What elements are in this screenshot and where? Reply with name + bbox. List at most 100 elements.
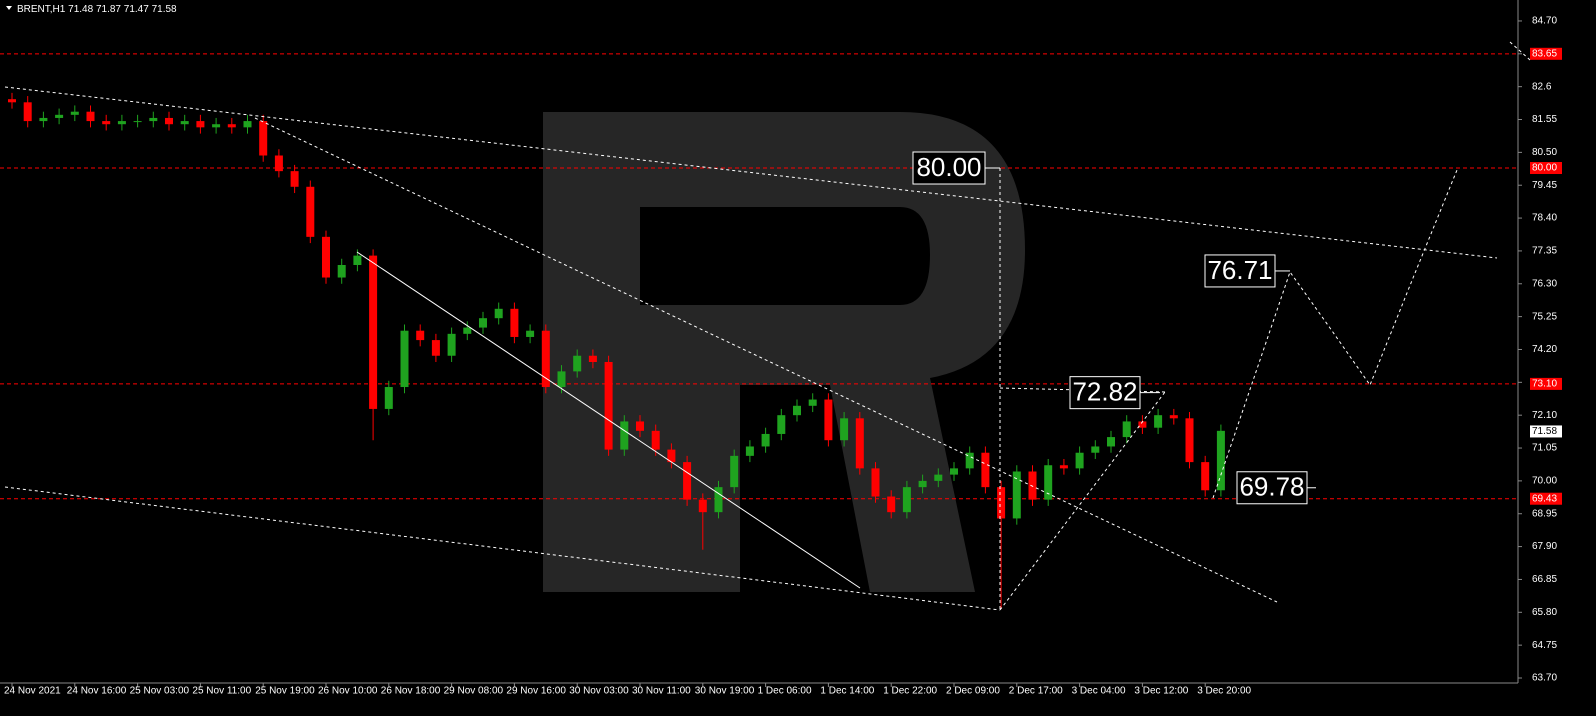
y-tick-label: 66.85 — [1532, 574, 1557, 585]
trend-line — [254, 117, 1278, 603]
candle-body — [416, 330, 425, 341]
header: BRENT,H1 71.48 71.87 71.47 71.58 — [17, 4, 177, 15]
candle-body — [730, 455, 739, 488]
candle-body — [1028, 471, 1037, 500]
annotation-label: 80.00 — [916, 152, 981, 182]
candle-body — [55, 114, 64, 118]
y-tick-label: 71.05 — [1532, 443, 1557, 454]
candle-body — [557, 371, 566, 388]
candle-body — [1122, 421, 1131, 438]
candle-body — [259, 121, 268, 156]
symbol: BRENT,H1 — [17, 4, 66, 15]
x-tick-label: 25 Nov 11:00 — [192, 686, 251, 697]
x-tick-label: 25 Nov 03:00 — [130, 686, 190, 697]
candle-body — [306, 186, 315, 237]
candle-body — [400, 330, 409, 388]
candle-body — [322, 236, 330, 278]
low: 71.47 — [124, 4, 149, 15]
forecast-path — [1212, 169, 1458, 499]
annotation-box — [1204, 254, 1276, 288]
level-box — [1530, 377, 1562, 390]
y-tick-label: 72.10 — [1532, 410, 1557, 421]
candle-body — [620, 421, 629, 450]
level-label: 80.00 — [1532, 163, 1557, 174]
y-tick-label: 67.90 — [1532, 541, 1557, 552]
candle-body — [243, 121, 252, 128]
candle-body — [1107, 437, 1115, 447]
candle-body — [541, 330, 550, 388]
candle-body — [651, 430, 660, 450]
y-tick-label: 68.95 — [1532, 508, 1557, 519]
candle-body — [1138, 421, 1147, 428]
candle-body — [86, 111, 95, 122]
trend-line — [356, 251, 861, 589]
candle-body — [337, 265, 346, 278]
y-tick-label: 78.40 — [1532, 213, 1557, 224]
current-price-box — [1530, 425, 1562, 438]
x-tick-label: 1 Dec 14:00 — [820, 686, 874, 697]
menu-arrow[interactable] — [6, 6, 12, 10]
candle-body — [1012, 471, 1021, 519]
x-tick-label: 26 Nov 18:00 — [381, 686, 441, 697]
candle-body — [447, 333, 456, 356]
x-tick-label: 29 Nov 16:00 — [506, 686, 566, 697]
high: 71.87 — [96, 4, 121, 15]
candle-body — [165, 117, 173, 125]
candle-body — [840, 418, 849, 441]
y-tick-label: 64.75 — [1532, 640, 1557, 651]
y-tick-label: 84.70 — [1532, 16, 1557, 27]
candle-body — [667, 449, 676, 463]
level-box — [1530, 47, 1562, 60]
level-label: 69.43 — [1532, 493, 1557, 504]
trend-line — [1509, 41, 1531, 61]
candle-body — [887, 496, 896, 513]
candle-body — [353, 255, 362, 266]
candle-body — [23, 102, 32, 122]
open: 71.48 — [68, 4, 93, 15]
candle-body — [808, 399, 817, 406]
candle-body — [196, 121, 205, 128]
annotation-label: 72.82 — [1072, 377, 1137, 407]
y-tick-label: 80.50 — [1532, 147, 1557, 158]
candle-body — [212, 124, 221, 128]
candle-body — [70, 111, 79, 115]
candle-body — [431, 340, 440, 356]
drawings — [4, 41, 1531, 611]
candle-body — [573, 355, 582, 372]
y-tick-label: 76.30 — [1532, 278, 1557, 289]
x-tick-label: 2 Dec 09:00 — [946, 686, 1000, 697]
annotation-label: 69.78 — [1239, 472, 1304, 502]
candle-body — [149, 117, 158, 122]
annotation-box — [1236, 471, 1308, 505]
candle-body — [855, 418, 864, 469]
trend-line — [4, 86, 1498, 259]
candle-body — [604, 361, 613, 450]
trend-line — [4, 486, 1001, 611]
current-price-label: 71.58 — [1532, 426, 1557, 437]
y-tick-label: 79.45 — [1532, 180, 1557, 191]
candle-body — [588, 355, 597, 362]
level-box — [1530, 162, 1562, 175]
watermark — [543, 112, 1025, 592]
candle-body — [636, 421, 644, 431]
candle-body — [180, 121, 189, 125]
x-tick-label: 3 Dec 12:00 — [1134, 686, 1188, 697]
y-tick-label: 74.20 — [1532, 344, 1557, 355]
candle-body — [369, 255, 378, 409]
annotation-box — [1069, 376, 1141, 410]
candle-body — [1059, 465, 1068, 469]
x-tick-label: 24 Nov 2021 — [4, 686, 61, 697]
y-tick-label: 82.6 — [1532, 81, 1552, 92]
y-tick-label: 81.55 — [1532, 114, 1557, 125]
candle-body — [494, 308, 503, 319]
candle-body — [777, 415, 786, 434]
candle-body — [793, 405, 801, 416]
x-tick-label: 30 Nov 03:00 — [569, 686, 629, 697]
annotation-label: 76.71 — [1207, 255, 1272, 285]
candle-body — [950, 468, 958, 475]
plot — [0, 53, 1518, 610]
level-label: 83.65 — [1532, 48, 1557, 59]
candle-body — [745, 446, 754, 456]
